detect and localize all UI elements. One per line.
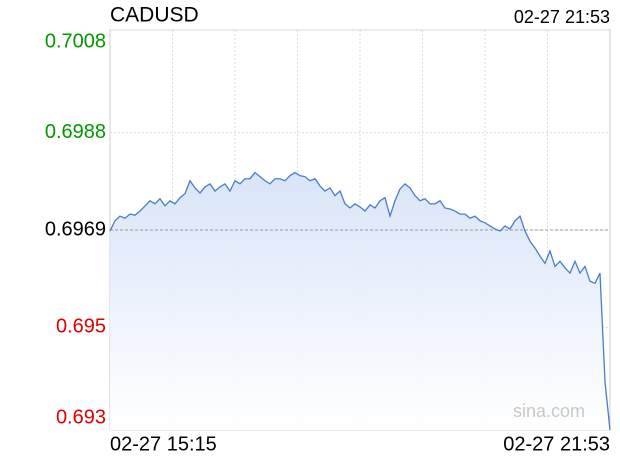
y-tick-label: 0.693 xyxy=(56,406,106,428)
y-tick-label: 0.695 xyxy=(56,316,106,338)
y-tick-label: 0.6988 xyxy=(45,121,106,143)
watermark: sina.com xyxy=(513,401,585,421)
price-line xyxy=(109,171,611,431)
chart-title: CADUSD xyxy=(110,4,199,27)
x-tick-label: 02-27 15:15 xyxy=(110,433,217,455)
y-tick-label: 0.7008 xyxy=(45,30,106,52)
y-tick-label: 0.6969 xyxy=(45,218,106,240)
x-tick-label: 02-27 21:53 xyxy=(503,433,610,455)
area xyxy=(110,172,610,430)
timestamp: 02-27 21:53 xyxy=(514,7,610,27)
